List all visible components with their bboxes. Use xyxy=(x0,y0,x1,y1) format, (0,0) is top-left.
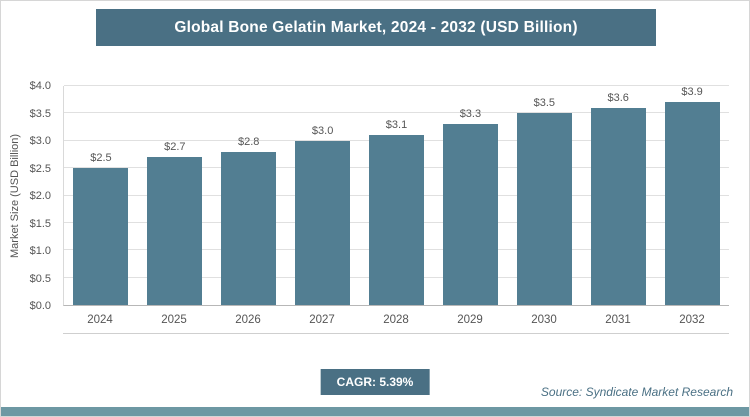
bar-column: $2.7 xyxy=(138,86,212,305)
bar-column: $2.8 xyxy=(212,86,286,305)
y-axis-ticks: $0.0 $0.5 $1.0 $1.5 $2.0 $2.5 $3.0 $3.5 $4.0 xyxy=(1,80,57,312)
x-tick-label: 2031 xyxy=(605,313,631,326)
bar xyxy=(664,102,720,305)
bar-column: $3.0 xyxy=(286,86,360,305)
bar-column: $3.5 xyxy=(507,86,581,305)
bar-column: $3.3 xyxy=(433,86,507,305)
plot-area: $2.5 $2.7 $2.8 $3.0 $3.1 $3.3 $3.5 $3.6 $3.9 xyxy=(63,85,729,306)
bar-value-label: $3.9 xyxy=(681,86,703,98)
y-tick-label: $1.0 xyxy=(29,245,51,257)
x-tick-label: 2026 xyxy=(235,313,261,326)
bar xyxy=(147,157,203,305)
cagr-badge: CAGR: 5.39% xyxy=(320,369,430,395)
y-tick-label: $4.0 xyxy=(29,80,51,92)
x-tick-label: 2029 xyxy=(457,313,483,326)
y-tick-label: $2.0 xyxy=(29,190,51,202)
bar xyxy=(221,151,277,305)
x-tick-label: 2030 xyxy=(531,313,557,326)
chart-title: Global Bone Gelatin Market, 2024 - 2032 … xyxy=(96,9,656,46)
bar xyxy=(295,140,351,305)
source-text: Source: Syndicate Market Research xyxy=(540,385,733,399)
bar-column: $2.5 xyxy=(64,86,138,305)
x-tick-label: 2025 xyxy=(161,313,187,326)
bar-value-label: $3.6 xyxy=(607,91,629,104)
x-tick-label: 2024 xyxy=(87,313,113,326)
bar-value-label: $3.0 xyxy=(311,124,334,137)
bar-value-label: $2.7 xyxy=(164,141,186,154)
bar-value-label: $2.8 xyxy=(238,135,260,148)
x-tick-label: 2027 xyxy=(309,313,335,326)
y-tick-label: $1.5 xyxy=(29,217,51,230)
bar xyxy=(590,107,646,305)
x-axis-labels: 2024 2025 2026 2027 2028 2029 2030 2031 2032 xyxy=(63,306,729,334)
y-tick-label: $3.5 xyxy=(29,107,51,120)
bottom-strip xyxy=(1,407,749,416)
bar-column: $3.6 xyxy=(581,86,655,305)
bar-value-label: $2.5 xyxy=(90,152,112,165)
x-tick-label: 2032 xyxy=(679,313,705,326)
bar-value-label: $3.1 xyxy=(385,119,408,132)
x-tick-label: 2028 xyxy=(383,313,409,326)
y-tick-label: $2.5 xyxy=(29,162,51,175)
bar-value-label: $3.3 xyxy=(459,108,482,121)
bar xyxy=(73,168,129,305)
y-tick-label: $3.0 xyxy=(29,135,51,147)
bar-series: $2.5 $2.7 $2.8 $3.0 $3.1 $3.3 $3.5 $3.6 $3.9 xyxy=(64,86,729,305)
bar-column: $3.1 xyxy=(360,86,434,305)
gridline xyxy=(64,85,729,86)
gridline xyxy=(64,112,729,114)
bar xyxy=(516,113,572,305)
bar xyxy=(369,135,424,305)
bar-value-label: $3.5 xyxy=(533,97,555,110)
bar-column: $3.9 xyxy=(655,86,729,305)
y-tick-label: $0.0 xyxy=(29,300,51,312)
y-tick-label: $0.5 xyxy=(29,272,51,285)
bar xyxy=(442,124,498,305)
